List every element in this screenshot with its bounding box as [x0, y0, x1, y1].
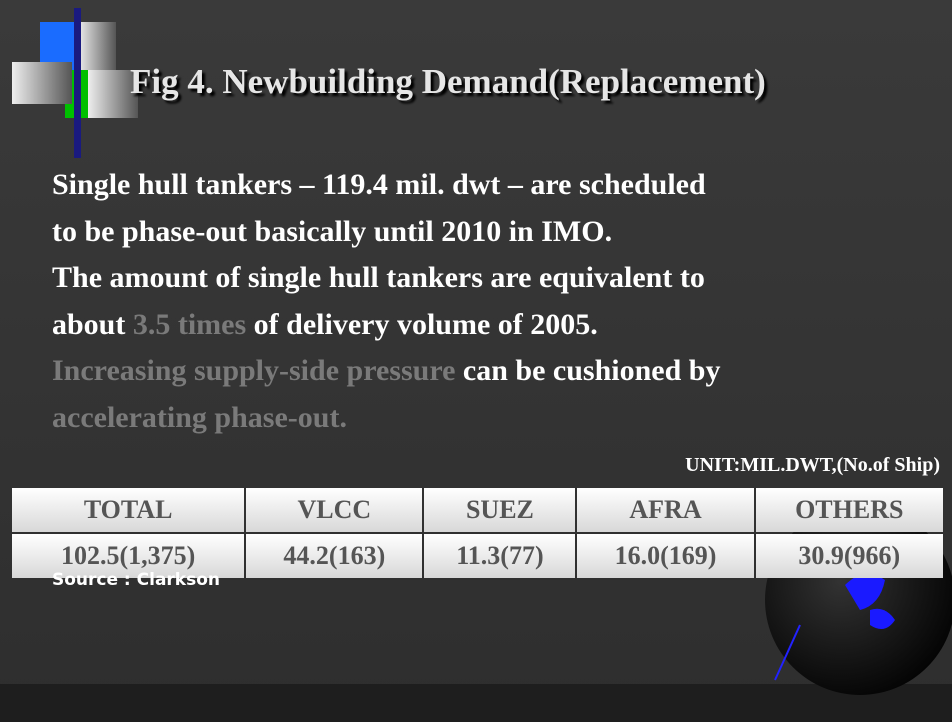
- grey-square: [12, 62, 72, 104]
- text-segment: about: [52, 307, 133, 341]
- globe-axis: [774, 624, 801, 681]
- header-cell: SUEZ: [424, 488, 576, 532]
- data-row: 102.5(1,375) 44.2(163) 11.3(77) 16.0(169) 30…: [12, 534, 943, 578]
- text-line: to be phase-out basically until 2010 in …: [52, 209, 721, 256]
- text-line: Single hull tankers – 119.4 mil. dwt – a…: [52, 162, 721, 209]
- text-line: about 3.5 times of delivery volume of 20…: [52, 302, 721, 349]
- source-note: Source : Clarkson: [52, 570, 221, 590]
- vertical-bar: [74, 8, 81, 158]
- grey-square: [88, 70, 138, 118]
- header-cell: AFRA: [577, 488, 754, 532]
- unit-label: UNIT:MIL.DWT,(No.of Ship): [685, 454, 940, 476]
- text-segment: Single hull tankers – 119.4 mil. dwt – a…: [52, 168, 706, 201]
- header-row: TOTAL VLCC SUEZ AFRA OTHERS: [12, 488, 943, 532]
- text-line: The amount of single hull tankers are eq…: [52, 255, 721, 302]
- data-cell: 11.3(77): [424, 534, 576, 578]
- text-segment: can be cushioned by: [455, 354, 721, 388]
- data-table: TOTAL VLCC SUEZ AFRA OTHERS 102.5(1,375) 44.2(…: [10, 486, 945, 580]
- highlight-text: 3.5 times: [132, 307, 247, 341]
- text-segment: of delivery volume of 2005.: [246, 307, 598, 341]
- body-text: Single hull tankers – 119.4 mil. dwt – a…: [52, 162, 721, 442]
- grey-square: [78, 22, 116, 72]
- highlight-text: Increasing supply-side pressure: [52, 354, 456, 388]
- data-cell: 102.5(1,375): [12, 534, 245, 578]
- text-segment: to be phase-out basically until 2010 in …: [52, 214, 613, 248]
- footer-band: [0, 684, 952, 722]
- header-cell: TOTAL: [12, 488, 245, 532]
- highlight-text: accelerating phase-out.: [52, 400, 347, 434]
- globe-land: [845, 573, 885, 610]
- text-line: accelerating phase-out.: [52, 395, 721, 442]
- data-cell: 16.0(169): [577, 534, 754, 578]
- header-cell: VLCC: [246, 488, 423, 532]
- slide-title: Fig 4. Newbuilding Demand(Replacement): [130, 62, 766, 101]
- text-line: Increasing supply-side pressure can be c…: [52, 348, 721, 395]
- data-cell: 44.2(163): [246, 534, 423, 578]
- header-cell: OTHERS: [755, 488, 943, 532]
- data-cell: 30.9(966): [755, 534, 943, 578]
- globe-land: [870, 608, 895, 629]
- text-segment: The amount of single hull tankers are eq…: [52, 261, 705, 295]
